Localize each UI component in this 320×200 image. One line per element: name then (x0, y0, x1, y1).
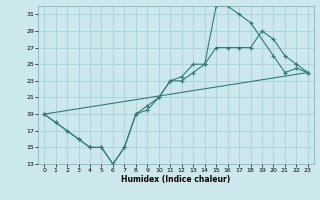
X-axis label: Humidex (Indice chaleur): Humidex (Indice chaleur) (121, 175, 231, 184)
